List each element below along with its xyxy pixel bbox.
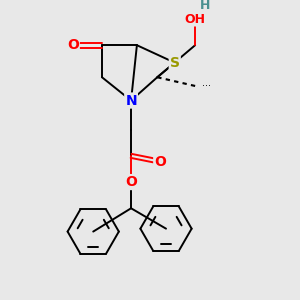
Text: S: S [170,56,180,70]
Text: OH: OH [184,13,206,26]
Text: N: N [125,94,137,107]
Text: ···: ··· [202,81,211,91]
Text: H: H [200,0,211,12]
Text: O: O [154,155,166,169]
Text: O: O [67,38,79,52]
Text: O: O [125,175,137,189]
